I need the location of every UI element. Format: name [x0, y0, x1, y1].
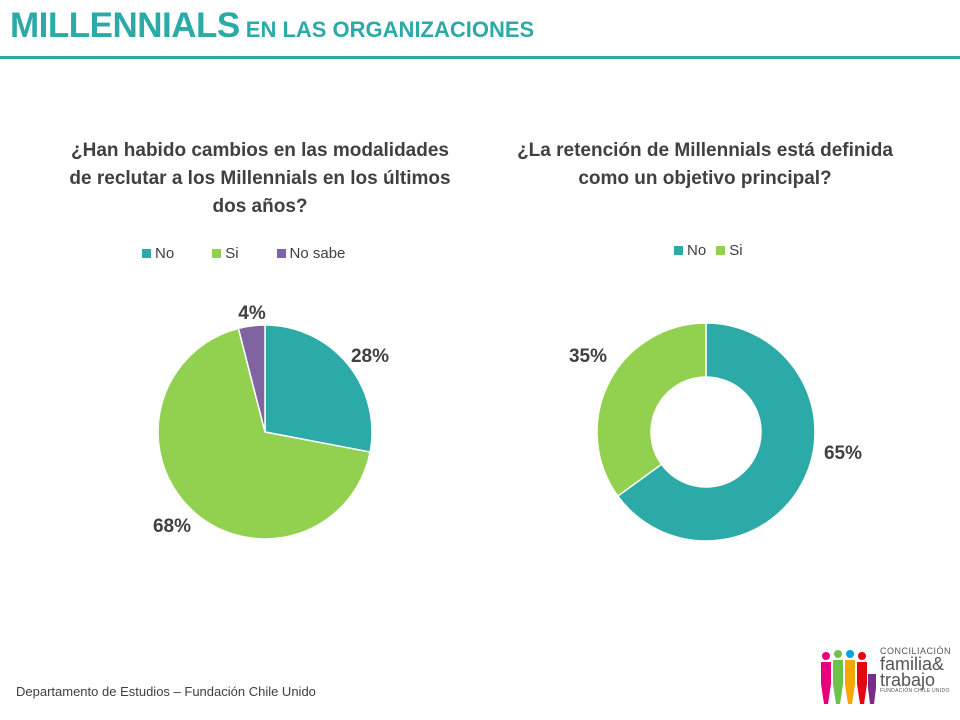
legend-swatch [716, 246, 726, 255]
footer-text: Departamento de Estudios – Fundación Chi… [16, 684, 316, 699]
legend-swatch [674, 246, 683, 255]
logo-text: CONCILIACIÓN familia& trabajo FUNDACIÓN … [880, 646, 951, 695]
legend-label: No [155, 245, 175, 262]
legend-swatch [212, 249, 222, 258]
legend-swatch [142, 249, 151, 258]
legend-item-si: Si [716, 242, 743, 259]
legend-label: Si [225, 245, 239, 262]
chart-title-line: de reclutar a los Millennials en los últ… [69, 168, 451, 189]
logo-line: FUNDACIÓN CHILE UNIDO [880, 688, 950, 694]
slice-si [596, 322, 707, 498]
chart-title-line: ¿La retención de Millennials está defini… [517, 140, 893, 161]
logo-line: trabajo [880, 670, 936, 690]
legend-swatch [276, 249, 286, 258]
chart-title-retention: ¿La retención de Millennials está defini… [500, 137, 910, 193]
legend-item-no: No [674, 242, 706, 259]
legend-item-si: Si [212, 245, 239, 262]
legend-label: Si [729, 242, 743, 259]
slice-no-sabe [237, 324, 266, 433]
legend-retention: No Si [674, 242, 753, 259]
logo: CONCILIACIÓN familia& trabajo FUNDACIÓN … [818, 646, 951, 706]
slice-si [157, 327, 371, 540]
logo-line: familia& [880, 654, 945, 674]
chart-title-line: dos años? [212, 196, 308, 217]
title-sub: EN LAS ORGANIZACIONES [245, 17, 535, 42]
chart-title-line: ¿Han habido cambios en las modalidades [71, 140, 449, 161]
title-main: MILLENNIALS [10, 6, 240, 45]
data-label: 35% [569, 346, 607, 367]
data-label: 68% [153, 516, 191, 537]
logo-line: CONCILIACIÓN [880, 646, 952, 656]
data-label: 4% [238, 303, 266, 324]
slice-no [616, 322, 816, 542]
chart-title-line: como un objetivo principal? [578, 168, 832, 189]
page-title: MILLENNIALS EN LAS ORGANIZACIONES [10, 6, 534, 50]
data-label: 28% [351, 346, 389, 367]
slice-no [264, 324, 373, 453]
legend-item-no: No [142, 245, 174, 262]
people-logo-icon [821, 650, 876, 704]
chart-title-recruitment: ¿Han habido cambios en las modalidades d… [50, 137, 470, 221]
data-label: 65% [824, 443, 862, 464]
header-divider [0, 56, 960, 59]
legend-label: No [687, 242, 707, 259]
legend-label: No sabe [289, 245, 346, 262]
legend-recruitment: No Si No sabe [142, 245, 383, 262]
legend-item-no-sabe: No sabe [276, 245, 346, 262]
